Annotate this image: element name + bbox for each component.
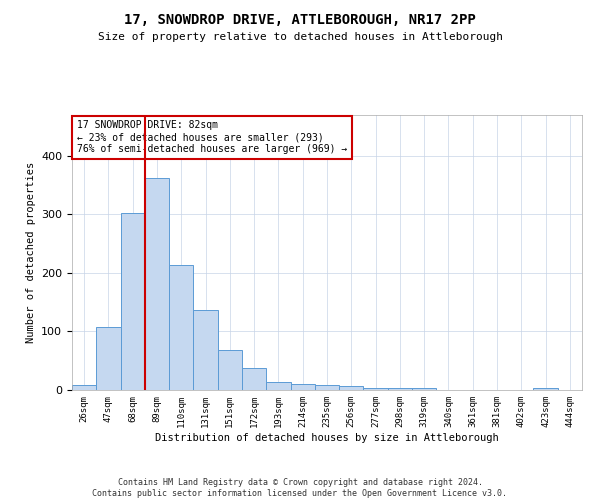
Bar	[242, 368, 266, 390]
Text: Contains HM Land Registry data © Crown copyright and database right 2024.
Contai: Contains HM Land Registry data © Crown c…	[92, 478, 508, 498]
Bar	[364, 388, 388, 390]
Bar	[218, 350, 242, 390]
Bar	[169, 266, 193, 390]
Bar	[121, 214, 145, 390]
Bar	[145, 178, 169, 390]
Bar	[96, 327, 121, 390]
Text: 17, SNOWDROP DRIVE, ATTLEBOROUGH, NR17 2PP: 17, SNOWDROP DRIVE, ATTLEBOROUGH, NR17 2…	[124, 12, 476, 26]
Bar	[388, 388, 412, 390]
Bar	[266, 382, 290, 390]
Bar	[339, 386, 364, 390]
Text: Size of property relative to detached houses in Attleborough: Size of property relative to detached ho…	[97, 32, 503, 42]
Bar	[533, 388, 558, 390]
Bar	[290, 384, 315, 390]
Bar	[72, 386, 96, 390]
Bar	[193, 310, 218, 390]
Bar	[412, 388, 436, 390]
Text: 17 SNOWDROP DRIVE: 82sqm
← 23% of detached houses are smaller (293)
76% of semi-: 17 SNOWDROP DRIVE: 82sqm ← 23% of detach…	[77, 120, 347, 154]
X-axis label: Distribution of detached houses by size in Attleborough: Distribution of detached houses by size …	[155, 432, 499, 442]
Y-axis label: Number of detached properties: Number of detached properties	[26, 162, 35, 343]
Bar	[315, 384, 339, 390]
